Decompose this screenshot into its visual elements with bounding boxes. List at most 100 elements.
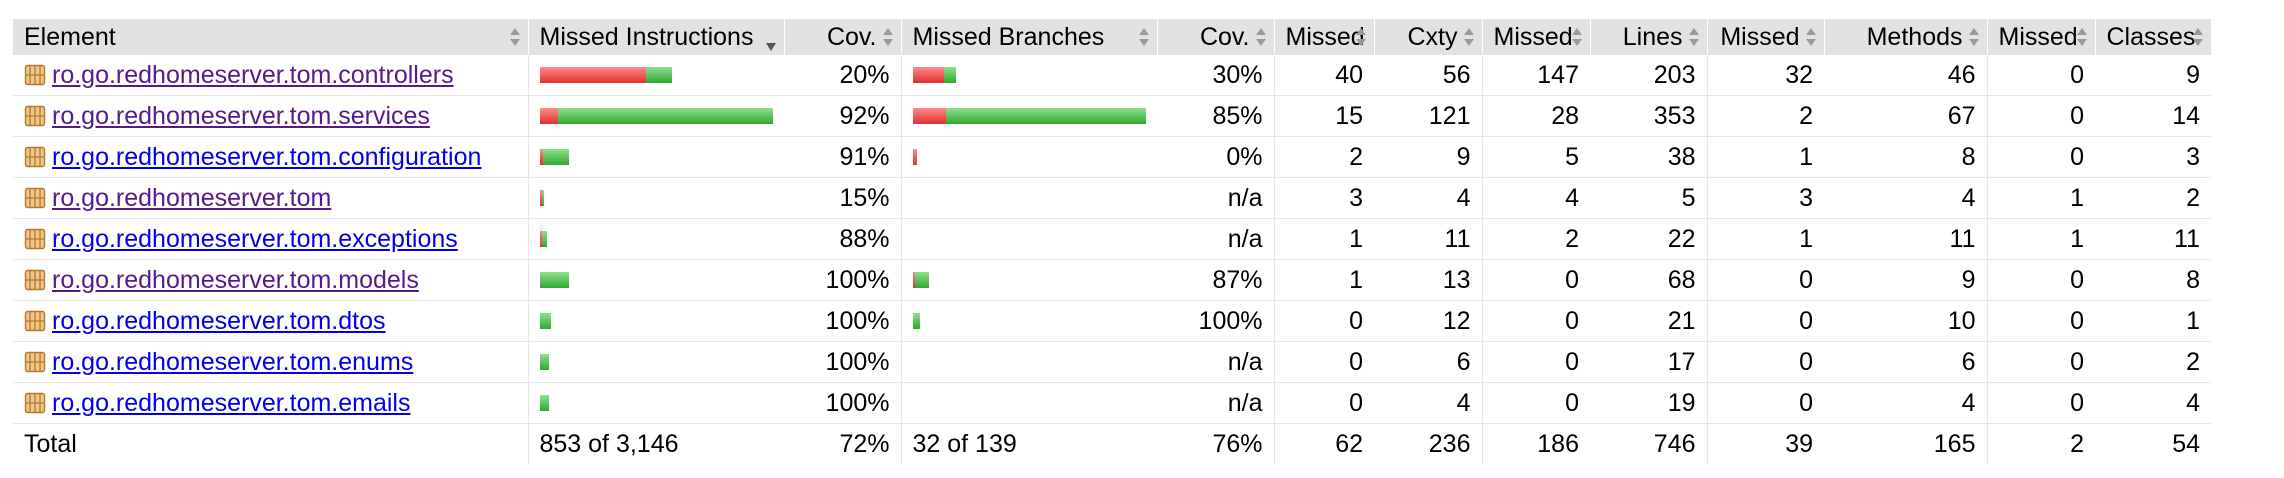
header-label: Cov. [826, 22, 877, 51]
missed-lines: 2 [1481, 218, 1590, 260]
complexity: 6 [1374, 341, 1482, 383]
classes: 9 [2095, 55, 2211, 96]
instruction-coverage-bar-cell [527, 55, 784, 96]
package-cell: ro.go.redhomeserver.tom.exceptions [13, 218, 528, 260]
column-header-element[interactable]: Element [13, 19, 528, 55]
missed-complexity: 1 [1273, 218, 1374, 260]
total-missed-lines: 186 [1481, 423, 1590, 464]
covered-bar-segment [557, 108, 773, 124]
instruction-coverage: 15% [784, 177, 901, 219]
branch-coverage-bar-cell [900, 177, 1157, 219]
lines: 22 [1590, 218, 1707, 260]
missed-methods: 1 [1706, 136, 1824, 178]
covered-bar-segment [539, 354, 549, 370]
covered-bar-segment [945, 108, 1146, 124]
methods: 46 [1824, 55, 1987, 96]
total-branch-coverage: 76% [1212, 429, 1263, 458]
package-cell: ro.go.redhomeserver.tom.configuration [13, 136, 528, 178]
branch-coverage-bar [912, 272, 1147, 288]
covered-bar-segment [539, 313, 551, 329]
branch-coverage-bar [912, 149, 1147, 165]
sort-icon [1463, 28, 1474, 46]
branch-coverage-bar-cell [900, 55, 1157, 96]
instruction-coverage-bar-cell [527, 341, 784, 383]
instruction-coverage: 100% [784, 300, 901, 342]
methods: 4 [1824, 382, 1987, 424]
missed-lines: 0 [1481, 259, 1590, 301]
column-header-lines[interactable]: Lines [1589, 19, 1707, 55]
methods: 4 [1824, 177, 1987, 219]
lines: 5 [1590, 177, 1707, 219]
instruction-coverage-bar [539, 272, 774, 288]
missed-bar-segment [539, 149, 543, 165]
instruction-coverage-bar [539, 231, 774, 247]
sort-icon [882, 28, 893, 46]
instruction-coverage-bar [539, 313, 774, 329]
package-link[interactable]: ro.go.redhomeserver.tom [52, 183, 332, 212]
header-label: Missed [1285, 22, 1365, 51]
package-icon [24, 392, 46, 414]
instruction-coverage: 88% [784, 218, 901, 260]
branch-coverage: 30% [1157, 55, 1274, 96]
column-header-branch-coverage[interactable]: Cov. [1156, 19, 1274, 55]
instruction-coverage: 91% [784, 136, 901, 178]
column-header-instruction-coverage[interactable]: Cov. [783, 19, 901, 55]
methods: 6 [1824, 341, 1987, 383]
missed-bar-segment [539, 190, 542, 206]
package-link[interactable]: ro.go.redhomeserver.tom.emails [52, 388, 411, 417]
classes: 14 [2095, 95, 2211, 137]
package-link[interactable]: ro.go.redhomeserver.tom.enums [52, 347, 414, 376]
sort-icon [509, 28, 520, 46]
package-link[interactable]: ro.go.redhomeserver.tom.services [52, 101, 430, 130]
missed-lines: 28 [1481, 95, 1590, 137]
header-label: Missed [1998, 22, 2078, 51]
branch-coverage: n/a [1157, 341, 1274, 383]
package-link[interactable]: ro.go.redhomeserver.tom.exceptions [52, 224, 458, 253]
branch-coverage: n/a [1157, 218, 1274, 260]
complexity: 13 [1374, 259, 1482, 301]
branch-coverage-bar [913, 395, 1147, 411]
classes: 4 [2095, 382, 2211, 424]
complexity: 12 [1374, 300, 1482, 342]
column-header-missed-branches[interactable]: Missed Branches [900, 19, 1157, 55]
column-header-missed-complexity[interactable]: Missed [1273, 19, 1374, 55]
lines: 38 [1590, 136, 1707, 178]
column-header-missed-methods[interactable]: Missed [1706, 19, 1824, 55]
complexity: 9 [1374, 136, 1482, 178]
methods: 9 [1824, 259, 1987, 301]
missed-methods: 0 [1706, 341, 1824, 383]
covered-bar-segment [541, 190, 544, 206]
column-header-missed-classes[interactable]: Missed [1986, 19, 2095, 55]
lines: 19 [1590, 382, 1707, 424]
missed-lines: 4 [1481, 177, 1590, 219]
missed-bar-segment [912, 149, 917, 165]
package-icon [24, 146, 46, 168]
package-link[interactable]: ro.go.redhomeserver.tom.configuration [52, 142, 482, 171]
column-header-classes[interactable]: Classes [2094, 19, 2211, 55]
branch-coverage-bar-cell [900, 259, 1157, 301]
column-header-methods[interactable]: Methods [1823, 19, 1987, 55]
header-label: Methods [1866, 22, 1963, 51]
missed-complexity: 15 [1273, 95, 1374, 137]
package-link[interactable]: ro.go.redhomeserver.tom.dtos [52, 306, 386, 335]
column-header-missed-lines[interactable]: Missed [1481, 19, 1590, 55]
package-icon [24, 105, 46, 127]
package-link[interactable]: ro.go.redhomeserver.tom.controllers [52, 60, 454, 89]
covered-bar-segment [542, 149, 569, 165]
missed-methods: 0 [1706, 259, 1824, 301]
package-cell: ro.go.redhomeserver.tom.services [13, 95, 528, 137]
total-methods: 165 [1933, 429, 1976, 458]
header-label: Missed [1493, 22, 1573, 51]
instruction-coverage-bar-cell [527, 218, 784, 260]
classes: 2 [2095, 177, 2211, 219]
column-header-missed-instructions[interactable]: Missed Instructions [527, 19, 784, 55]
column-header-complexity[interactable]: Cxty [1373, 19, 1482, 55]
missed-lines: 0 [1481, 341, 1590, 383]
header-label: Missed Branches [912, 22, 1105, 51]
table-footer: Total 853 of 3,146 72% 32 of 139 76% 62 … [13, 423, 2211, 464]
classes: 1 [2095, 300, 2211, 342]
total-missed-methods: 39 [1706, 423, 1824, 464]
missed-complexity: 2 [1273, 136, 1374, 178]
package-link[interactable]: ro.go.redhomeserver.tom.models [52, 265, 419, 294]
total-missed-instructions: 853 of 3,146 [527, 423, 784, 464]
